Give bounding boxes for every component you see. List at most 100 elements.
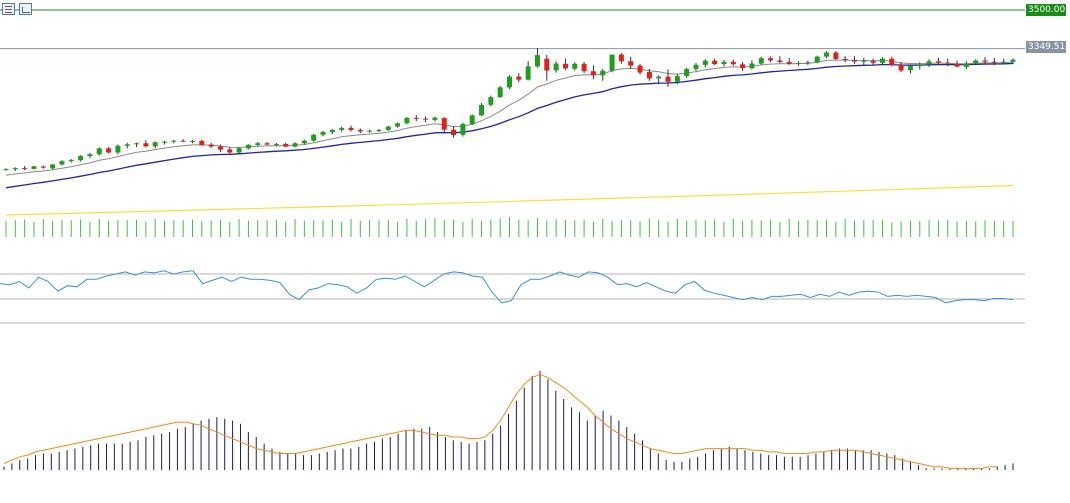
candle xyxy=(833,51,839,61)
candle xyxy=(534,47,540,68)
candle-body xyxy=(656,76,662,79)
chart-icon[interactable] xyxy=(19,3,32,15)
macd-signal-line xyxy=(3,373,998,469)
candle-body xyxy=(339,127,345,130)
candle-body xyxy=(479,104,485,116)
candle-body xyxy=(963,63,969,67)
candle xyxy=(973,59,979,66)
candle-body xyxy=(87,154,93,157)
candle xyxy=(245,144,251,150)
candle xyxy=(553,61,559,73)
candle xyxy=(945,58,951,67)
candle-body xyxy=(488,97,494,105)
candle xyxy=(68,159,74,163)
candle-body xyxy=(134,143,140,145)
candle xyxy=(740,62,746,71)
candle xyxy=(357,128,363,133)
candle-body xyxy=(357,129,363,132)
candle xyxy=(656,75,662,85)
candle-body xyxy=(889,58,895,66)
candle xyxy=(805,60,811,65)
candle-body xyxy=(609,54,615,71)
candle xyxy=(413,115,419,122)
candle-body xyxy=(273,144,279,146)
candle xyxy=(488,95,494,107)
candle-body xyxy=(991,61,997,63)
candle xyxy=(180,139,186,143)
candle-body xyxy=(525,66,531,80)
candle-body xyxy=(824,52,830,57)
candle xyxy=(824,51,830,59)
candle xyxy=(898,62,904,73)
candle-body xyxy=(236,148,242,153)
candle-body xyxy=(553,63,559,71)
candle-body xyxy=(777,60,783,63)
candle-body xyxy=(814,56,820,63)
candle xyxy=(693,63,699,71)
candle xyxy=(572,62,578,71)
candle-body xyxy=(749,63,755,69)
candle-body xyxy=(805,62,811,64)
candle-body xyxy=(907,66,913,71)
candle xyxy=(870,58,876,65)
candle xyxy=(842,55,848,63)
candle xyxy=(227,147,233,154)
candle xyxy=(162,140,168,145)
candle-body xyxy=(68,159,74,162)
candle xyxy=(777,56,783,64)
candle xyxy=(320,130,326,137)
candle xyxy=(423,116,429,123)
candle xyxy=(441,117,447,133)
candle xyxy=(301,139,307,145)
candle xyxy=(217,144,223,153)
candle xyxy=(702,59,708,68)
ema-mid-line xyxy=(5,62,1014,189)
candle-body xyxy=(199,140,205,146)
candle xyxy=(87,152,93,159)
candle xyxy=(385,125,391,131)
candle-body xyxy=(730,61,736,65)
current-price-tag: 3349.51 xyxy=(1026,41,1066,53)
candle-body xyxy=(78,156,84,161)
candle xyxy=(460,122,466,137)
candle-body xyxy=(870,60,876,63)
candle xyxy=(674,74,680,85)
candle-body xyxy=(712,60,718,65)
candle-body xyxy=(124,144,130,146)
list-icon[interactable] xyxy=(2,3,15,15)
candle xyxy=(1001,58,1007,65)
candle-body xyxy=(768,58,774,61)
candle xyxy=(255,141,261,147)
candle-body xyxy=(1001,61,1007,63)
candle-body xyxy=(665,76,671,82)
candle-body xyxy=(12,168,18,170)
candle xyxy=(106,147,112,154)
candle-body xyxy=(329,129,335,133)
candle xyxy=(479,103,485,117)
candle xyxy=(404,117,410,125)
candle xyxy=(917,62,923,70)
candle xyxy=(581,61,587,74)
candle xyxy=(339,126,345,132)
candle xyxy=(879,57,885,65)
candle-body xyxy=(600,70,606,76)
price-pane xyxy=(0,9,1025,216)
candle-body xyxy=(152,142,158,147)
candle-body xyxy=(40,166,46,168)
candle-body xyxy=(758,58,764,64)
candle-body xyxy=(162,141,168,143)
chart-toolbar xyxy=(2,3,32,17)
candle-body xyxy=(348,127,354,130)
candle-body xyxy=(283,144,289,147)
candle-body xyxy=(590,71,596,76)
candle-body xyxy=(171,140,177,142)
candle-body xyxy=(460,124,466,135)
candle-body xyxy=(245,144,251,149)
candle xyxy=(954,60,960,68)
candle-body xyxy=(180,140,186,142)
candle-body xyxy=(404,117,410,124)
candle xyxy=(12,167,18,171)
candle xyxy=(749,60,755,70)
